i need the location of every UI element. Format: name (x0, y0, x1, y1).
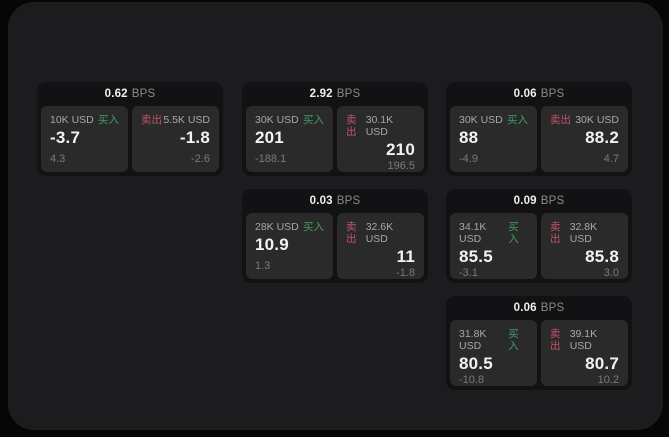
sell-price: 11 (396, 247, 415, 266)
buy-amount: 30K USD (459, 114, 503, 126)
quote-card: 0.03 BPS 28K USD 买入 10.9 1.3 卖出 32.6K US… (242, 189, 428, 283)
buy-tag: 买入 (508, 221, 519, 245)
card-header: 0.06 BPS (450, 82, 628, 106)
sell-tile[interactable]: 卖出 30K USD 88.2 4.7 (541, 106, 628, 172)
buy-price: 201 (255, 128, 284, 147)
sell-delta: -1.8 (396, 267, 415, 279)
quote-card: 0.06 BPS 31.8K USD 买入 80.5 -10.8 卖出 39.1… (446, 296, 632, 390)
bps-value: 0.09 (513, 195, 537, 207)
buy-amount: 28K USD (255, 221, 299, 233)
buy-delta: -188.1 (255, 153, 287, 165)
quotes-panel: 0.62 BPS 10K USD 买入 -3.7 4.3 卖出 5.5K USD… (8, 2, 663, 430)
card-header: 0.06 BPS (450, 296, 628, 320)
card-body: 31.8K USD 买入 80.5 -10.8 卖出 39.1K USD 80.… (450, 320, 628, 386)
sell-tag: 卖出 (550, 114, 571, 126)
card-header: 0.09 BPS (450, 189, 628, 213)
buy-tag: 买入 (98, 114, 119, 126)
sell-tile[interactable]: 卖出 30.1K USD 210 196.5 (337, 106, 424, 172)
sell-tag: 卖出 (141, 114, 162, 126)
buy-tile[interactable]: 10K USD 买入 -3.7 4.3 (41, 106, 128, 172)
buy-tile[interactable]: 30K USD 买入 88 -4.9 (450, 106, 537, 172)
bps-unit-label: BPS (540, 195, 565, 207)
sell-price: 85.8 (585, 247, 619, 266)
bps-unit-label: BPS (336, 88, 361, 100)
sell-tile[interactable]: 卖出 32.6K USD 11 -1.8 (337, 213, 424, 279)
buy-tile[interactable]: 28K USD 买入 10.9 1.3 (246, 213, 333, 279)
sell-tag: 卖出 (346, 114, 357, 138)
buy-tag: 买入 (303, 221, 324, 233)
card-header: 2.92 BPS (246, 82, 424, 106)
sell-amount: 39.1K USD (569, 328, 598, 352)
sell-delta: 196.5 (387, 160, 415, 172)
sell-price: -1.8 (179, 128, 210, 147)
quote-card: 0.62 BPS 10K USD 买入 -3.7 4.3 卖出 5.5K USD… (37, 82, 223, 176)
quote-card: 2.92 BPS 30K USD 买入 201 -188.1 卖出 30.1K … (242, 82, 428, 176)
sell-price: 80.7 (585, 354, 619, 373)
buy-amount: 34.1K USD (459, 221, 487, 245)
sell-price: 210 (386, 140, 415, 159)
buy-tile[interactable]: 31.8K USD 买入 80.5 -10.8 (450, 320, 537, 386)
sell-tile[interactable]: 卖出 5.5K USD -1.8 -2.6 (132, 106, 219, 172)
sell-tag: 卖出 (550, 221, 561, 245)
sell-delta: 10.2 (597, 374, 619, 386)
sell-delta: 3.0 (603, 267, 619, 279)
bps-unit-label: BPS (131, 88, 156, 100)
buy-price: -3.7 (50, 128, 81, 147)
sell-tile[interactable]: 卖出 39.1K USD 80.7 10.2 (541, 320, 628, 386)
bps-unit-label: BPS (540, 302, 565, 314)
sell-tag: 卖出 (550, 328, 561, 352)
card-body: 28K USD 买入 10.9 1.3 卖出 32.6K USD 11 -1.8 (246, 213, 424, 279)
sell-amount: 32.6K USD (365, 221, 394, 245)
card-body: 10K USD 买入 -3.7 4.3 卖出 5.5K USD -1.8 -2.… (41, 106, 219, 172)
buy-amount: 30K USD (255, 114, 299, 126)
sell-delta: -2.6 (191, 153, 210, 165)
quote-card: 0.09 BPS 34.1K USD 买入 85.5 -3.1 卖出 32.8K… (446, 189, 632, 283)
bps-unit-label: BPS (336, 195, 361, 207)
sell-price: 88.2 (585, 128, 619, 147)
sell-amount: 30.1K USD (365, 114, 394, 138)
card-body: 30K USD 买入 201 -188.1 卖出 30.1K USD 210 1… (246, 106, 424, 172)
sell-tag: 卖出 (346, 221, 357, 245)
buy-tag: 买入 (507, 114, 528, 126)
bps-value: 2.92 (309, 88, 333, 100)
buy-amount: 31.8K USD (459, 328, 487, 352)
buy-amount: 10K USD (50, 114, 94, 126)
card-body: 30K USD 买入 88 -4.9 卖出 30K USD 88.2 4.7 (450, 106, 628, 172)
sell-amount: 32.8K USD (569, 221, 598, 245)
buy-delta: -3.1 (459, 267, 478, 279)
buy-tile[interactable]: 30K USD 买入 201 -188.1 (246, 106, 333, 172)
buy-delta: 4.3 (50, 153, 66, 165)
buy-delta: -4.9 (459, 153, 478, 165)
sell-amount: 30K USD (575, 114, 619, 126)
buy-tag: 买入 (508, 328, 519, 352)
bps-value: 0.62 (104, 88, 128, 100)
buy-price: 10.9 (255, 235, 289, 254)
sell-amount: 5.5K USD (163, 114, 210, 126)
bps-value: 0.03 (309, 195, 333, 207)
buy-price: 88 (459, 128, 479, 147)
buy-tag: 买入 (303, 114, 324, 126)
quote-card: 0.06 BPS 30K USD 买入 88 -4.9 卖出 30K USD 8… (446, 82, 632, 176)
sell-tile[interactable]: 卖出 32.8K USD 85.8 3.0 (541, 213, 628, 279)
card-body: 34.1K USD 买入 85.5 -3.1 卖出 32.8K USD 85.8… (450, 213, 628, 279)
buy-price: 80.5 (459, 354, 493, 373)
bps-value: 0.06 (513, 302, 537, 314)
bps-value: 0.06 (513, 88, 537, 100)
sell-delta: 4.7 (603, 153, 619, 165)
bps-unit-label: BPS (540, 88, 565, 100)
card-header: 0.03 BPS (246, 189, 424, 213)
buy-delta: 1.3 (255, 260, 271, 272)
card-header: 0.62 BPS (41, 82, 219, 106)
buy-delta: -10.8 (459, 374, 485, 386)
buy-price: 85.5 (459, 247, 493, 266)
buy-tile[interactable]: 34.1K USD 买入 85.5 -3.1 (450, 213, 537, 279)
